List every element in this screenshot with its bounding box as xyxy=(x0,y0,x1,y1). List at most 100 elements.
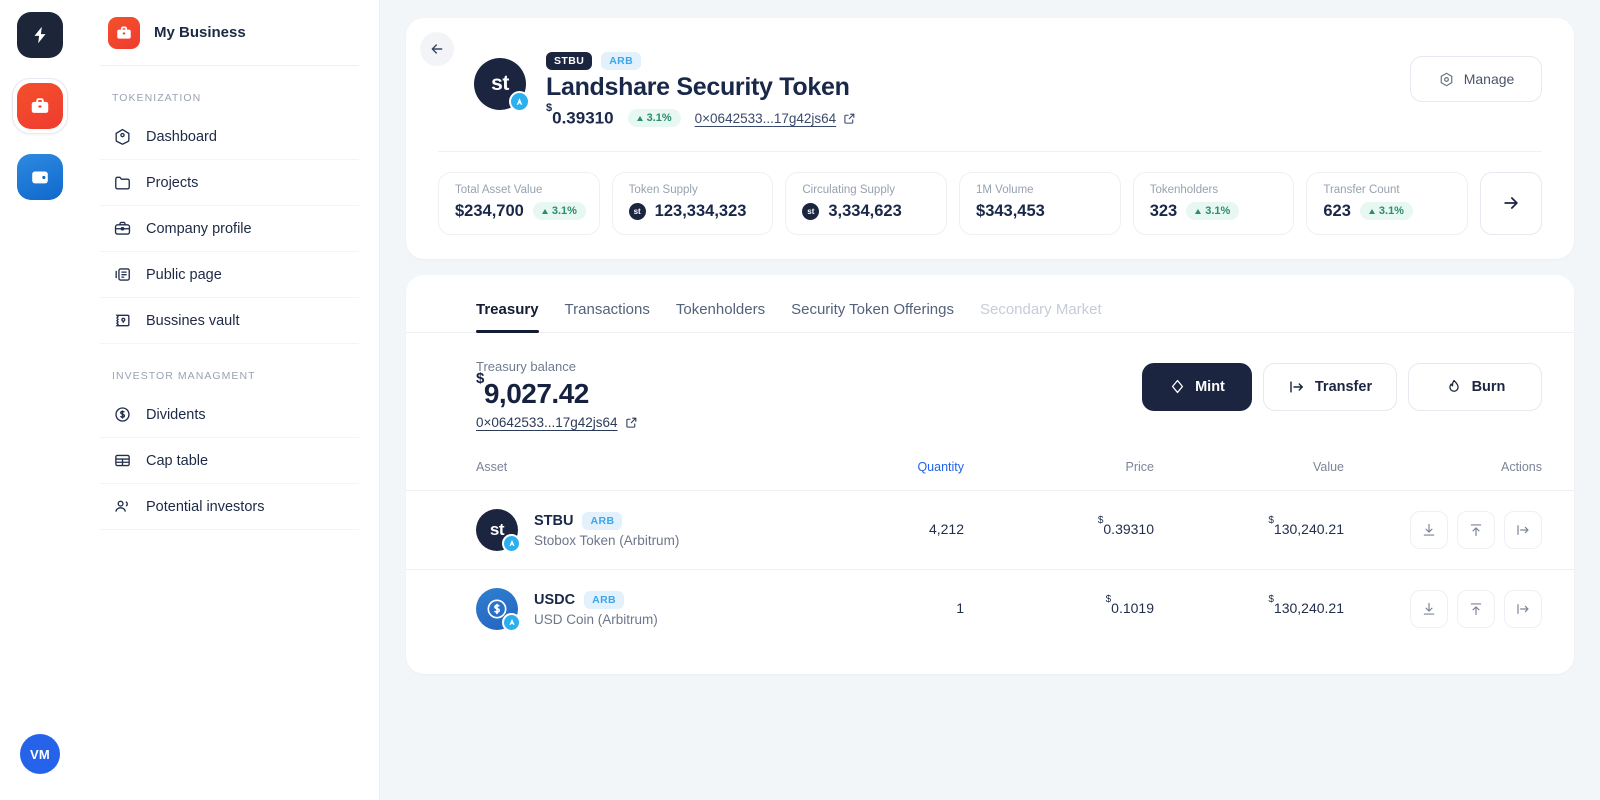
cell-asset: USDC ARB USD Coin (Arbitrum) xyxy=(406,568,734,648)
row-deposit-button[interactable] xyxy=(1410,589,1448,628)
stat-value: $343,453 xyxy=(976,201,1045,220)
cell-quantity: 4,212 xyxy=(734,489,964,570)
gear-hex-icon xyxy=(1440,72,1453,86)
workspace-switcher[interactable]: My Business xyxy=(100,0,359,66)
sidebar-item-label: Public page xyxy=(146,266,222,283)
rail-item-my-business-tile xyxy=(17,83,63,129)
cell-price: $0.1019 xyxy=(964,568,1154,648)
external-link-icon xyxy=(844,113,855,124)
balance-value: 9,027.42 xyxy=(483,377,590,409)
cell-asset: st STBU xyxy=(406,489,734,570)
asset-symbol: USDC xyxy=(534,591,576,608)
rail-item-wallet[interactable] xyxy=(17,154,63,200)
row-withdraw-button[interactable] xyxy=(1457,589,1495,628)
tab-security-token-offerings[interactable]: Security Token Offerings xyxy=(791,300,954,318)
arbitrum-icon xyxy=(509,619,514,626)
stat-card-circulating-supply[interactable]: Circulating Supply st 3,334,623 xyxy=(785,171,948,235)
price-change-value: 3.1% xyxy=(646,112,672,125)
arrow-right-icon xyxy=(1504,197,1518,210)
mint-button[interactable]: Mint xyxy=(1142,362,1252,411)
sidebar-item-projects[interactable]: Projects xyxy=(100,160,359,206)
manage-button-label: Manage xyxy=(1463,71,1515,87)
asset-quantity: 1 xyxy=(956,599,964,616)
flame-icon xyxy=(1448,379,1459,392)
cell-value: $130,240.21 xyxy=(1154,489,1344,570)
triangle-up-icon xyxy=(541,208,548,214)
table-row[interactable]: st STBU xyxy=(406,489,1574,570)
sidebar-item-potential-investors[interactable]: Potential investors xyxy=(100,484,359,530)
tab-tokenholders[interactable]: Tokenholders xyxy=(675,300,766,318)
rail-item-my-business[interactable] xyxy=(12,78,68,134)
asset-chain-pill: ARB xyxy=(584,590,625,609)
stat-label: 1M Volume xyxy=(976,183,1034,196)
stats-next-button[interactable] xyxy=(1480,171,1543,235)
stat-card-total-asset-value[interactable]: Total Asset Value $234,700 3.1% xyxy=(438,171,600,235)
sidebar-item-public-page[interactable]: Public page xyxy=(100,252,359,298)
sidebar-item-cap-table[interactable]: Cap table xyxy=(100,438,359,484)
transfer-button[interactable]: Transfer xyxy=(1263,362,1397,411)
column-header-value[interactable]: Value xyxy=(1312,459,1344,474)
balance-currency-symbol: $ xyxy=(476,370,484,388)
stat-card-1m-volume[interactable]: 1M Volume $343,453 xyxy=(959,171,1121,235)
folder-icon xyxy=(112,173,132,193)
triangle-up-icon xyxy=(636,115,643,121)
user-avatar[interactable]: VM xyxy=(20,734,60,774)
transfer-icon xyxy=(1290,381,1303,393)
row-deposit-button[interactable] xyxy=(1410,510,1448,549)
rail-item-brand-logo[interactable] xyxy=(17,12,63,58)
table-header-row: Asset Quantity Price Value Actions xyxy=(406,460,1574,491)
table-row[interactable]: USDC ARB USD Coin (Arbitrum) 1 xyxy=(406,568,1574,648)
token-mini-icon: st xyxy=(802,202,820,220)
treasury-balance-amount: $9,027.42 xyxy=(476,370,1142,410)
sidebar-section-title-tokenization: TOKENIZATION xyxy=(112,92,202,104)
stat-value: 3,334,623 xyxy=(828,201,902,220)
stat-value: 623 xyxy=(1323,201,1351,220)
price-currency-symbol: $ xyxy=(1097,515,1104,527)
sidebar-item-company-profile[interactable]: Company profile xyxy=(100,206,359,252)
chain-badge-arbitrum xyxy=(509,91,530,112)
chain-badge-arbitrum xyxy=(502,533,521,553)
stat-change-value: 3.1% xyxy=(1378,205,1404,218)
dollar-circle-icon xyxy=(487,599,507,619)
table-head: Asset Quantity Price Value Actions xyxy=(406,460,1574,491)
column-header-quantity[interactable]: Quantity xyxy=(917,459,964,474)
asset-price: $0.39310 xyxy=(1098,515,1154,537)
contract-address-link[interactable]: 0×0642533...17g42js64 xyxy=(695,111,857,126)
sidebar-item-label: Potential investors xyxy=(146,498,265,515)
back-button[interactable] xyxy=(420,32,454,66)
manage-button[interactable]: Manage xyxy=(1410,56,1542,102)
row-transfer-button[interactable] xyxy=(1504,510,1542,549)
price-value: 0.39310 xyxy=(552,108,614,128)
token-price: $0.39310 xyxy=(546,102,614,129)
stats-row: Total Asset Value $234,700 3.1% Token Su… xyxy=(406,152,1574,235)
sidebar-item-label: Dividents xyxy=(146,406,206,423)
tab-transactions[interactable]: Transactions xyxy=(564,300,650,318)
sidebar-item-bussines-vault[interactable]: Bussines vault xyxy=(100,298,359,344)
stat-change-badge: 3.1% xyxy=(1359,202,1413,221)
asset-price-value: 0.1019 xyxy=(1111,599,1154,616)
price-change-badge: 3.1% xyxy=(627,109,681,128)
sidebar-item-dividents[interactable]: Dividents xyxy=(100,392,359,438)
treasury-address-link[interactable]: 0×0642533...17g42js64 xyxy=(476,415,1142,430)
asset-logo-icon xyxy=(476,587,518,630)
arrow-left-icon xyxy=(431,44,443,54)
asset-symbol: STBU xyxy=(534,512,574,529)
row-transfer-button[interactable] xyxy=(1504,589,1542,628)
token-mini-icon: st xyxy=(628,202,646,220)
stat-change-badge: 3.1% xyxy=(532,202,586,221)
stat-card-token-supply[interactable]: Token Supply st 123,334,323 xyxy=(611,171,774,235)
column-header-price[interactable]: Price xyxy=(1125,459,1154,474)
asset-value: $130,240.21 xyxy=(1268,515,1344,537)
cell-actions xyxy=(1344,568,1574,648)
burn-button[interactable]: Burn xyxy=(1408,362,1542,411)
row-withdraw-button[interactable] xyxy=(1457,510,1495,549)
stat-value: 123,334,323 xyxy=(654,201,747,220)
stat-card-tokenholders[interactable]: Tokenholders 323 3.1% xyxy=(1132,171,1295,235)
stat-card-transfer-count[interactable]: Transfer Count 623 3.1% xyxy=(1306,171,1469,235)
column-header-asset[interactable]: Asset xyxy=(476,459,508,474)
external-link-icon xyxy=(625,417,636,428)
sidebar-item-dashboard[interactable]: Dashboard xyxy=(100,114,359,160)
treasury-assets-table: Asset Quantity Price Value Actions st xyxy=(406,460,1574,648)
tab-treasury[interactable]: Treasury xyxy=(476,301,539,333)
